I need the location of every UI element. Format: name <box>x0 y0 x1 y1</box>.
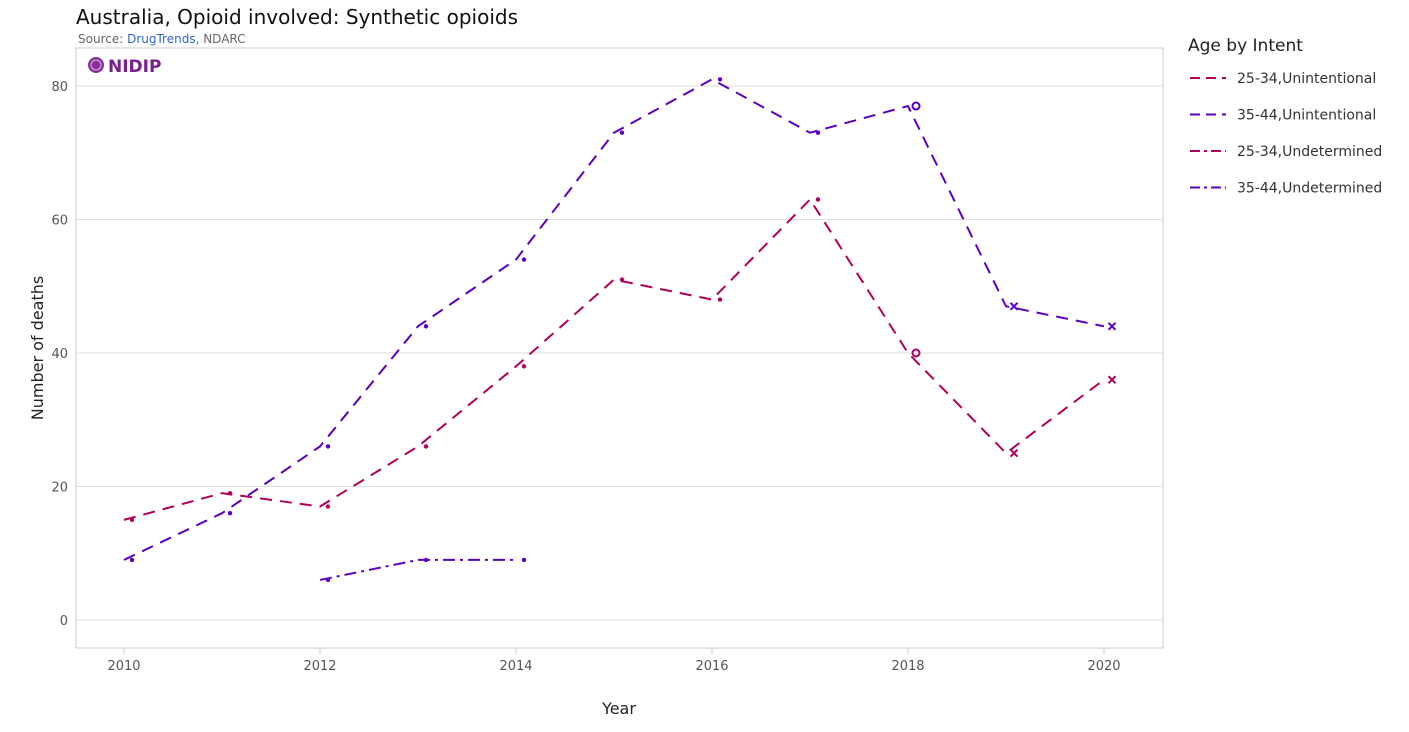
chart-source: Source: DrugTrends, NDARC <box>78 32 246 46</box>
data-point <box>1107 322 1117 331</box>
data-point <box>1009 302 1019 311</box>
data-point <box>227 511 233 516</box>
legend-title: Age by Intent <box>1188 36 1303 56</box>
data-point <box>227 490 233 496</box>
x-tick-label: 2014 <box>499 659 532 674</box>
y-tick-label: 40 <box>51 347 68 362</box>
data-point <box>129 557 135 563</box>
legend-entry: 25-34,Unintentional <box>1237 71 1376 87</box>
legend-entry: 35-44,Unintentional <box>1237 108 1376 124</box>
data-point <box>815 197 821 202</box>
data-point <box>325 444 331 449</box>
series-line <box>319 558 516 581</box>
data-point <box>911 348 921 358</box>
plot-frame <box>75 47 1164 649</box>
y-tick-label: 80 <box>51 80 68 95</box>
legend-entry: 35-44,Undetermined <box>1237 181 1382 197</box>
data-point <box>1107 375 1117 384</box>
y-tick-label: 0 <box>60 614 68 629</box>
x-tick-label: 2018 <box>891 659 924 674</box>
data-point <box>911 101 921 111</box>
data-point <box>423 557 429 563</box>
chart-title: Australia, Opioid involved: Synthetic op… <box>76 5 518 29</box>
x-axis-label: Year <box>601 699 636 718</box>
data-point <box>423 444 429 449</box>
legend-entry: 25-34,Undetermined <box>1237 144 1382 160</box>
series-line <box>123 78 1105 561</box>
data-point <box>423 324 429 329</box>
source-prefix: Source: <box>78 32 128 46</box>
data-point <box>521 364 527 369</box>
y-tick-label: 60 <box>51 214 68 229</box>
y-tick-label: 20 <box>51 481 68 496</box>
data-point <box>325 504 331 509</box>
data-point <box>1009 448 1019 458</box>
data-point <box>325 577 331 583</box>
nidip-logo: NIDIP <box>88 57 161 77</box>
data-point <box>815 130 821 135</box>
x-tick-label: 2010 <box>107 659 140 674</box>
data-point <box>619 130 625 135</box>
data-point <box>717 297 723 302</box>
source-link[interactable]: DrugTrends <box>127 32 196 46</box>
data-point <box>129 517 135 523</box>
data-point <box>619 277 625 282</box>
x-tick-label: 2020 <box>1087 659 1120 674</box>
x-tick-label: 2012 <box>303 659 336 674</box>
y-axis-label: Number of deaths <box>28 276 47 420</box>
data-point <box>521 557 527 563</box>
x-tick-label: 2016 <box>695 659 728 674</box>
series-line <box>123 197 1105 521</box>
data-point <box>717 77 723 82</box>
data-point <box>521 257 527 262</box>
source-suffix: , NDARC <box>195 32 246 46</box>
logo-text: NIDIP <box>108 57 161 77</box>
